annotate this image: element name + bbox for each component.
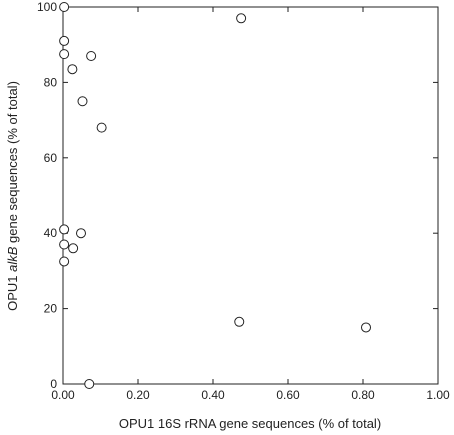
x-tick-label: 0.80 bbox=[351, 388, 375, 402]
x-axis-ticks: 0.00 0.20 0.40 0.60 0.80 1.00 bbox=[51, 7, 450, 402]
data-point bbox=[59, 239, 70, 250]
data-point bbox=[84, 379, 95, 389]
y-tick-label: 0 bbox=[50, 377, 57, 391]
y-tick-label: 60 bbox=[44, 151, 58, 165]
x-tick-label: 0.00 bbox=[51, 388, 75, 402]
data-point bbox=[361, 322, 371, 333]
data-point bbox=[86, 51, 97, 62]
y-axis-title-suffix: gene sequences (% of total) bbox=[5, 81, 20, 247]
y-tick-label: 40 bbox=[44, 226, 58, 240]
x-tick-label: 0.20 bbox=[126, 388, 150, 402]
data-point bbox=[59, 49, 70, 60]
y-tick-label: 20 bbox=[44, 302, 58, 316]
x-axis-title: OPU1 16S rRNA gene sequences (% of total… bbox=[119, 416, 381, 431]
data-point bbox=[76, 228, 86, 239]
x-tick-label: 1.00 bbox=[426, 388, 450, 402]
data-point bbox=[59, 35, 70, 46]
y-tick-label: 100 bbox=[37, 0, 57, 14]
data-points bbox=[59, 2, 371, 389]
data-point bbox=[96, 122, 107, 133]
data-point bbox=[59, 2, 70, 12]
x-tick-label: 0.40 bbox=[201, 388, 225, 402]
data-point bbox=[67, 64, 78, 75]
plot-frame bbox=[62, 6, 439, 385]
x-tick-label: 0.60 bbox=[276, 388, 300, 402]
data-point bbox=[59, 256, 70, 267]
data-point bbox=[68, 243, 79, 254]
data-point bbox=[234, 316, 245, 327]
y-axis-title-prefix: OPU1 bbox=[5, 272, 20, 311]
y-axis-title-gene: alkB bbox=[5, 246, 20, 272]
data-point bbox=[59, 224, 70, 235]
data-point bbox=[236, 13, 247, 24]
y-axis-title: OPU1 alkB gene sequences (% of total) bbox=[5, 81, 20, 311]
y-axis-ticks: 0 20 40 60 80 100 bbox=[37, 0, 438, 391]
data-point bbox=[77, 96, 88, 107]
y-tick-label: 80 bbox=[44, 75, 58, 89]
